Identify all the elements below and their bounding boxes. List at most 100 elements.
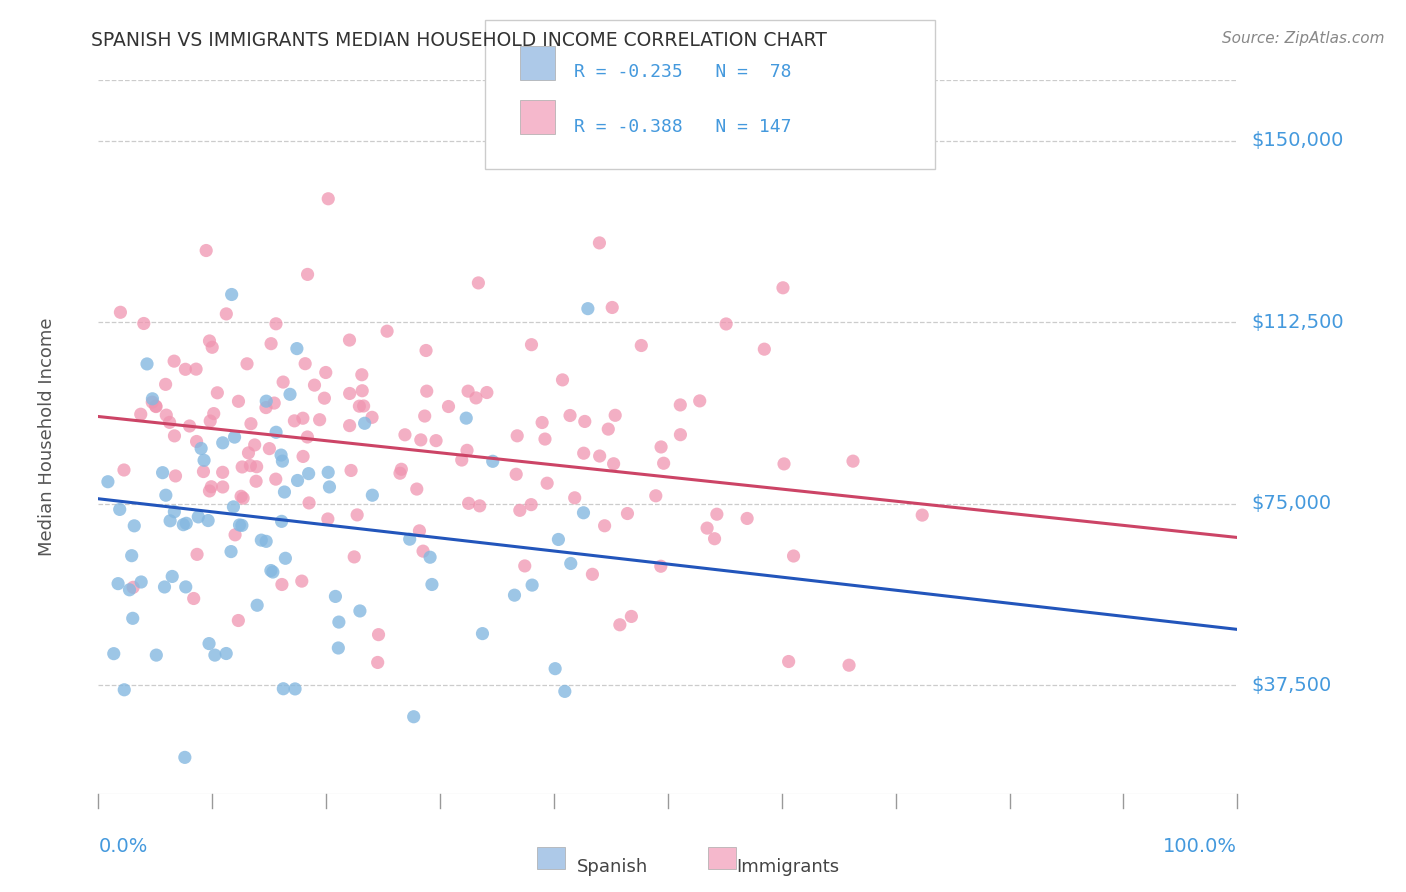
- Point: [211, 480, 233, 494]
- Point: [159, 416, 181, 430]
- Point: [339, 386, 361, 401]
- Point: [262, 565, 284, 579]
- Text: Median Household Income: Median Household Income: [38, 318, 56, 557]
- Point: [353, 399, 375, 413]
- Point: [129, 407, 152, 421]
- Point: [254, 401, 277, 415]
- Point: [260, 564, 283, 578]
- Point: [416, 384, 439, 399]
- Point: [129, 574, 152, 589]
- Point: [352, 384, 374, 398]
- Point: [576, 301, 599, 316]
- Point: [222, 500, 245, 514]
- Point: [132, 317, 155, 331]
- Point: [456, 411, 478, 425]
- Point: [735, 511, 758, 525]
- Point: [349, 399, 371, 413]
- Point: [239, 417, 262, 431]
- Point: [186, 434, 208, 449]
- Point: [270, 448, 292, 462]
- Point: [314, 391, 336, 405]
- Point: [367, 656, 389, 670]
- Point: [231, 518, 253, 533]
- Point: [465, 391, 488, 405]
- Point: [350, 368, 373, 382]
- Point: [270, 514, 292, 528]
- Point: [219, 544, 242, 558]
- Point: [506, 429, 529, 443]
- Point: [264, 317, 287, 331]
- Point: [103, 647, 125, 661]
- Point: [118, 582, 141, 597]
- Point: [437, 400, 460, 414]
- Point: [294, 357, 316, 371]
- Point: [520, 337, 543, 351]
- Point: [245, 475, 267, 489]
- Point: [271, 454, 294, 468]
- Point: [644, 489, 666, 503]
- Point: [534, 432, 557, 446]
- Point: [754, 342, 776, 356]
- Point: [706, 507, 728, 521]
- Point: [228, 614, 250, 628]
- Point: [574, 414, 596, 428]
- FancyBboxPatch shape: [537, 847, 565, 869]
- Point: [481, 454, 503, 468]
- Point: [112, 682, 135, 697]
- Point: [193, 453, 215, 467]
- Point: [159, 514, 181, 528]
- Point: [155, 408, 177, 422]
- Point: [228, 518, 250, 533]
- Point: [174, 362, 197, 376]
- Point: [398, 532, 420, 546]
- Point: [291, 411, 314, 425]
- Point: [108, 502, 131, 516]
- Point: [343, 549, 366, 564]
- FancyBboxPatch shape: [707, 847, 737, 869]
- Point: [254, 534, 277, 549]
- Point: [165, 469, 187, 483]
- Point: [564, 491, 586, 505]
- Point: [558, 409, 581, 423]
- Point: [155, 377, 177, 392]
- Point: [163, 429, 186, 443]
- Point: [650, 559, 672, 574]
- Point: [471, 626, 494, 640]
- Text: R = -0.388   N = 147: R = -0.388 N = 147: [574, 118, 792, 136]
- Point: [361, 410, 384, 425]
- Point: [297, 268, 319, 282]
- Point: [260, 336, 283, 351]
- Text: 100.0%: 100.0%: [1163, 837, 1237, 855]
- Text: $150,000: $150,000: [1251, 131, 1344, 150]
- Point: [283, 414, 305, 428]
- Text: Source: ZipAtlas.com: Source: ZipAtlas.com: [1222, 31, 1385, 46]
- Point: [232, 491, 254, 505]
- Point: [174, 580, 197, 594]
- Point: [224, 528, 246, 542]
- Point: [183, 591, 205, 606]
- Point: [121, 549, 143, 563]
- Point: [560, 557, 582, 571]
- Point: [650, 440, 672, 454]
- Point: [420, 577, 443, 591]
- Point: [238, 446, 260, 460]
- Point: [250, 533, 273, 548]
- Point: [544, 662, 567, 676]
- Point: [536, 476, 558, 491]
- Point: [264, 472, 287, 486]
- Point: [911, 508, 934, 522]
- Point: [405, 482, 427, 496]
- Point: [263, 396, 285, 410]
- Point: [696, 521, 718, 535]
- Point: [361, 488, 384, 502]
- Text: R = -0.235   N =  78: R = -0.235 N = 78: [574, 63, 792, 81]
- Point: [190, 442, 212, 456]
- Point: [588, 449, 610, 463]
- Point: [246, 459, 269, 474]
- Point: [187, 509, 209, 524]
- Point: [292, 450, 315, 464]
- Text: $112,500: $112,500: [1251, 313, 1344, 332]
- Point: [224, 430, 246, 444]
- Point: [287, 474, 309, 488]
- Point: [278, 387, 301, 401]
